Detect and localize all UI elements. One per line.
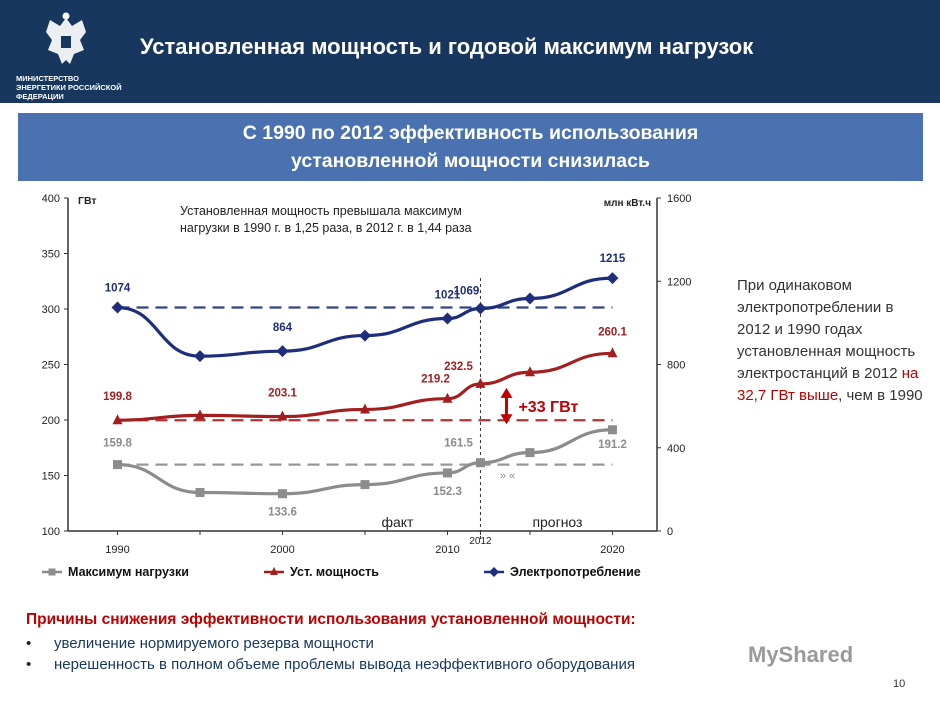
data-point — [524, 366, 535, 377]
side-note-prefix: При одинаковом электропотреблении в 2012… — [737, 277, 916, 382]
gap-arrow-head-up — [500, 387, 513, 398]
left-tick-label: 400 — [42, 193, 60, 205]
x-tick-label: 2010 — [435, 544, 459, 556]
legend-label: Максимум нагрузки — [68, 565, 189, 579]
x-tick-label: 1990 — [105, 544, 129, 556]
data-point — [112, 414, 123, 425]
data-label: 260.1 — [598, 326, 627, 338]
data-label: 232.5 — [444, 361, 473, 373]
data-label: 191.2 — [598, 439, 627, 451]
left-tick-label: 250 — [42, 360, 60, 372]
data-point — [523, 292, 536, 305]
data-point — [475, 458, 485, 468]
data-point — [474, 302, 487, 315]
left-tick-label: 200 — [42, 415, 60, 427]
header-bar: МИНИСТЕРСТВО ЭНЕРГЕТИКИ РОССИЙСКОЙ ФЕДЕР… — [0, 0, 940, 103]
page-number: 10 — [893, 678, 906, 690]
fact-label: факт — [381, 514, 414, 530]
data-point — [475, 377, 486, 388]
data-label: 1069 — [454, 286, 480, 298]
forecast-arrow: » « — [500, 470, 515, 482]
headline-banner: С 1990 по 2012 эффективность использован… — [18, 113, 923, 181]
data-label: 1074 — [105, 282, 131, 294]
reasons-block: Причины снижения эффективности использов… — [26, 611, 826, 675]
divider-label: 2012 — [469, 536, 492, 547]
data-point — [441, 312, 454, 325]
data-label: 159.8 — [103, 438, 132, 450]
chart-annotation: Установленная мощность превышала максиму… — [180, 204, 472, 235]
legend-marker — [270, 567, 278, 575]
data-label: 152.3 — [433, 486, 462, 498]
legend-label: Уст. мощность — [290, 565, 379, 579]
forecast-label: прогноз — [532, 514, 582, 530]
right-tick-label: 1200 — [667, 276, 691, 288]
page-title: Установленная мощность и годовой максиму… — [140, 34, 754, 59]
reasons-list: увеличение нормируемого резерва мощности… — [26, 633, 826, 675]
banner-line-2: установленной мощности снизилась — [291, 150, 650, 172]
left-tick-label: 150 — [42, 471, 60, 483]
left-tick-label: 350 — [42, 249, 60, 261]
right-tick-label: 0 — [667, 526, 673, 538]
data-point — [195, 487, 205, 497]
x-tick-label: 2000 — [270, 544, 294, 556]
series-line-2 — [117, 276, 613, 358]
data-point — [607, 425, 617, 435]
watermark-logo: MyShared — [748, 642, 854, 667]
data-label: 161.5 — [444, 438, 473, 450]
right-tick-label: 800 — [667, 360, 685, 372]
side-note-suffix: , чем в 1990 — [838, 387, 923, 404]
data-point — [358, 329, 371, 342]
ministry-label: МИНИСТЕРСТВО ЭНЕРГЕТИКИ РОССИЙСКОЙ ФЕДЕР… — [16, 74, 122, 101]
data-point — [277, 489, 287, 499]
capacity-chart: 100 150 200 250 300 350 400 ГВт 0 400 800 1200 1600 м… — [42, 193, 692, 579]
reason-item: нерешенность в полном объеме проблемы вы… — [26, 654, 826, 675]
data-label: 1021 — [435, 290, 461, 302]
data-point — [193, 350, 206, 363]
reason-item: увеличение нормируемого резерва мощности — [26, 633, 826, 654]
data-point — [442, 468, 452, 478]
data-point — [359, 403, 370, 414]
side-note-highlight: на 32,7 ГВт выше — [737, 365, 919, 404]
data-point — [606, 272, 619, 285]
gap-label: +33 ГВт — [518, 399, 578, 416]
data-point — [194, 409, 205, 420]
double-headed-eagle-icon — [46, 12, 86, 64]
data-point — [360, 480, 370, 490]
data-label: 133.6 — [268, 507, 297, 519]
data-label: 219.2 — [421, 374, 450, 386]
data-point — [607, 347, 618, 358]
right-axis-unit: млн кВт.ч — [604, 198, 651, 209]
data-point — [525, 448, 535, 458]
data-label: 1215 — [600, 253, 626, 265]
data-point — [111, 301, 124, 314]
data-point — [442, 392, 453, 403]
legend-marker — [489, 567, 499, 577]
data-label: 199.8 — [103, 391, 132, 403]
legend-marker — [48, 568, 56, 576]
right-tick-label: 400 — [667, 443, 685, 455]
x-tick-label: 2020 — [600, 544, 624, 556]
side-note: При одинаковом электропотреблении в 2012… — [737, 275, 927, 407]
gap-arrow-head-down — [500, 414, 513, 425]
left-tick-label: 300 — [42, 304, 60, 316]
data-point — [112, 460, 122, 470]
data-label: 203.1 — [268, 388, 297, 400]
left-axis-unit: ГВт — [78, 195, 97, 207]
data-point — [277, 410, 288, 421]
reasons-title: Причины снижения эффективности использов… — [26, 611, 636, 628]
data-point — [276, 345, 289, 358]
data-label: 864 — [273, 322, 293, 334]
banner-line-1: С 1990 по 2012 эффективность использован… — [242, 122, 699, 144]
left-tick-label: 100 — [42, 526, 60, 538]
legend-label: Электропотребление — [510, 565, 641, 579]
right-tick-label: 1600 — [667, 193, 691, 205]
